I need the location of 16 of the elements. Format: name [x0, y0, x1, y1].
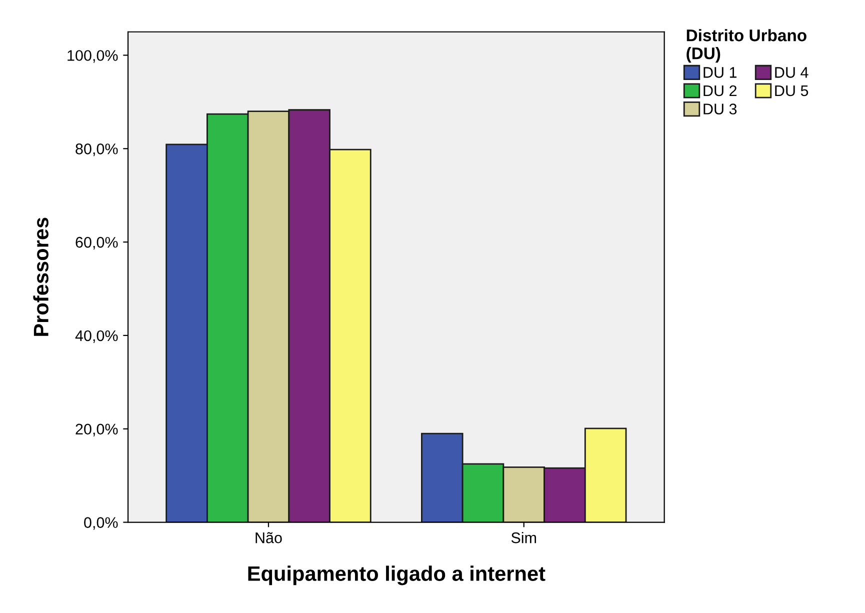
legend-label: DU 1	[704, 67, 737, 78]
legend-label: DU 4	[775, 67, 808, 78]
x-tick-label: Sim	[511, 532, 536, 544]
y-tick-label: 40,0%	[75, 330, 118, 343]
legend-title: Distrito Urbano (DU)	[686, 29, 806, 63]
x-axis-title: Equipamento ligado a internet	[248, 566, 546, 586]
y-tick-label: 0,0%	[84, 517, 118, 530]
x-tick-label: Não	[256, 532, 282, 544]
y-axis-title: Professores	[33, 218, 48, 336]
y-tick-label: 100,0%	[68, 50, 118, 63]
legend-label: DU 2	[704, 85, 736, 96]
y-tick-label: 60,0%	[76, 236, 118, 250]
legend-label: DU 3	[704, 104, 737, 114]
legend-label: DU 5	[775, 85, 808, 96]
y-tick-label: 80,0%	[76, 144, 118, 156]
y-tick-label: 20,0%	[76, 424, 118, 436]
